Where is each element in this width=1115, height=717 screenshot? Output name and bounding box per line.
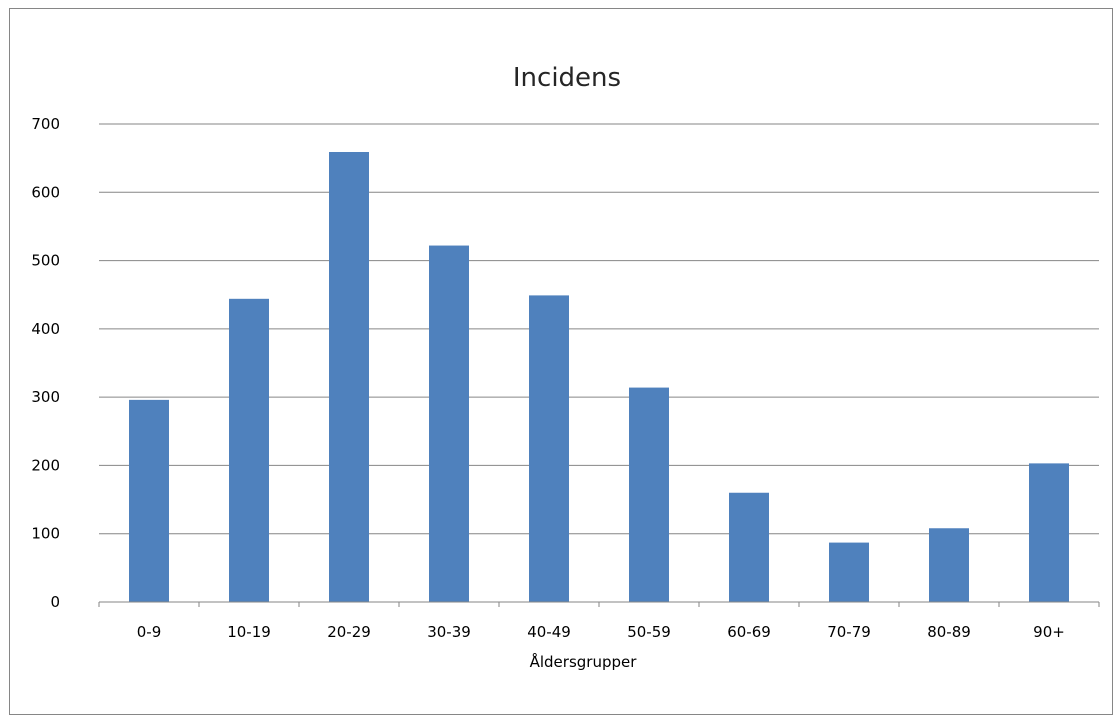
bar-70-79 xyxy=(829,542,869,602)
bar-80-89 xyxy=(929,528,969,602)
bar-40-49 xyxy=(529,295,569,602)
x-tick-label: 60-69 xyxy=(727,623,771,641)
x-tick-label: 30-39 xyxy=(427,623,471,641)
x-tick-label: 50-59 xyxy=(627,623,671,641)
y-tick-label: 500 xyxy=(31,252,60,270)
x-tick-label: 80-89 xyxy=(927,623,971,641)
bar-0-9 xyxy=(129,399,169,602)
bar-20-29 xyxy=(329,151,369,603)
x-axis-tick-labels: 0-9 10-19 20-29 30-39 40-49 50-59 60-69 70-79 80… xyxy=(137,623,1065,641)
x-tick-label: 40-49 xyxy=(527,623,571,641)
bar-50-59 xyxy=(629,387,669,602)
y-tick-label: 600 xyxy=(31,183,60,201)
y-tick-label: 400 xyxy=(31,320,60,338)
y-axis-tick-labels: 0 100 200 300 400 500 600 700 xyxy=(31,115,60,611)
y-tick-label: 700 xyxy=(31,115,60,133)
bar-30-39 xyxy=(429,245,469,602)
bar-60-69 xyxy=(729,492,769,602)
y-tick-label: 0 xyxy=(50,593,60,611)
x-tick-label: 0-9 xyxy=(137,623,162,641)
x-axis xyxy=(98,601,1100,607)
y-tick-label: 300 xyxy=(31,388,60,406)
bars xyxy=(129,151,1069,603)
y-tick-label: 100 xyxy=(31,525,60,543)
bar-10-19 xyxy=(229,298,269,602)
chart-title: Incidens xyxy=(513,63,621,93)
bar-90+ xyxy=(1029,463,1069,602)
x-tick-label: 90+ xyxy=(1033,623,1065,641)
y-tick-label: 200 xyxy=(31,456,60,474)
x-tick-label: 20-29 xyxy=(327,623,371,641)
x-tick-label: 10-19 xyxy=(227,623,271,641)
x-tick-label: 70-79 xyxy=(827,623,871,641)
x-axis-title: Åldersgrupper xyxy=(530,652,638,671)
